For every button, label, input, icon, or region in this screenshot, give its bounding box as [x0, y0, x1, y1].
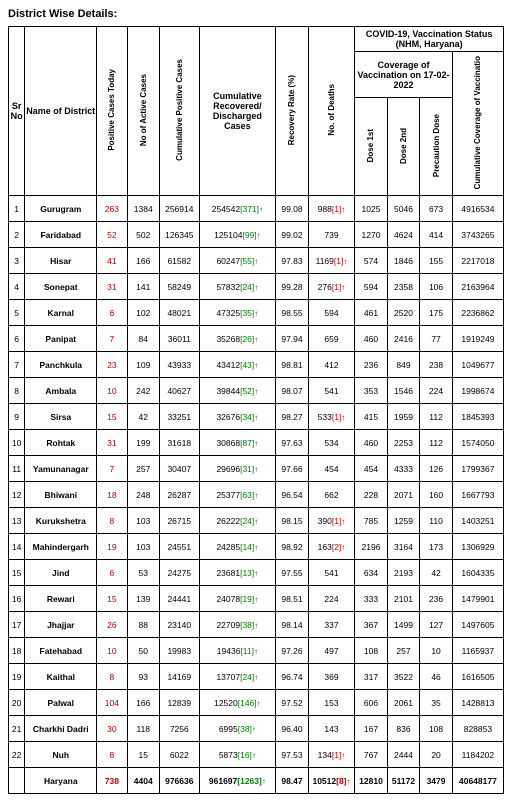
- table-row: 21Charkhi Dadri3011872566995[38]↑96.4014…: [9, 716, 504, 742]
- table-row: 20Palwal1041661283912520[146]↑97.5215360…: [9, 690, 504, 716]
- table-row: 17Jhajjar26882314022709[38]↑98.143373671…: [9, 612, 504, 638]
- hdr-name: Name of District: [25, 27, 97, 196]
- hdr-cum: Cumulative Positive Cases: [160, 27, 200, 196]
- table-row: 11Yamunanagar72573040729696[31]↑97.66454…: [9, 456, 504, 482]
- table-row: 6Panipat7843601135268[26]↑97.94659460241…: [9, 326, 504, 352]
- hdr-cov: Cumulative Coverage of Vaccinatio: [452, 52, 503, 196]
- table-row: 4Sonepat311415824957832[24]↑99.28276[1]↑…: [9, 274, 504, 300]
- hdr-vacc: COVID-19, Vaccination Status (NHM, Harya…: [355, 27, 504, 52]
- district-table: Sr No Name of District Positive Cases To…: [8, 26, 504, 794]
- hdr-d2: Dose 2nd: [387, 98, 420, 196]
- hdr-rec: Cumulative Recovered/ Discharged Cases: [199, 27, 276, 196]
- table-row: 19Kaithal8931416913707[24]↑96.7436931735…: [9, 664, 504, 690]
- table-row: 5Karnal61024802147325[35]↑98.55594461252…: [9, 300, 504, 326]
- total-row: Haryana7384404976636961697[1263]↑98.4710…: [9, 768, 504, 794]
- table-row: 18Fatehabad10501998319436[11]↑97.2649710…: [9, 638, 504, 664]
- hdr-rate: Recovery Rate (%): [276, 27, 309, 196]
- table-row: 9Sirsa15423325132676[34]↑98.27533[1]↑415…: [9, 404, 504, 430]
- table-row: 16Rewari151392444124078[19]↑98.512243332…: [9, 586, 504, 612]
- hdr-pct: Positive Cases Today: [97, 27, 127, 196]
- hdr-d1: Dose 1st: [355, 98, 388, 196]
- table-row: 12Bhiwani182482628725377[63]↑96.54662228…: [9, 482, 504, 508]
- page-title: District Wise Details:: [8, 8, 504, 20]
- table-row: 8Ambala102424062739844[52]↑98.0754135315…: [9, 378, 504, 404]
- hdr-active: No of Active Cases: [127, 27, 160, 196]
- table-row: 15Jind6532427523681[13]↑97.5554163421934…: [9, 560, 504, 586]
- hdr-death: No. of Deaths: [308, 27, 354, 196]
- table-row: 13Kurukshetra81032671526222[24]↑98.15390…: [9, 508, 504, 534]
- table-row: 22Nuh81560225873[16]↑97.53134[1]↑7672444…: [9, 742, 504, 768]
- hdr-coverage: Coverage of Vaccination on 17-02-2022: [355, 52, 453, 98]
- table-row: 14Mahindergarh191032455124285[14]↑98.921…: [9, 534, 504, 560]
- hdr-sr: Sr No: [9, 27, 25, 196]
- table-row: 2Faridabad52502126345125104[99]↑99.02739…: [9, 222, 504, 248]
- table-row: 1Gurugram2631384256914254542[371]↑99.089…: [9, 196, 504, 222]
- table-row: 3Hisar411666158260247[55]↑97.831169[1]↑5…: [9, 248, 504, 274]
- table-row: 7Panchkula231094393343412[43]↑98.8141223…: [9, 352, 504, 378]
- table-row: 10Rohtak311993161830868[87]↑97.635344602…: [9, 430, 504, 456]
- hdr-pd: Precaution Dose: [420, 98, 453, 196]
